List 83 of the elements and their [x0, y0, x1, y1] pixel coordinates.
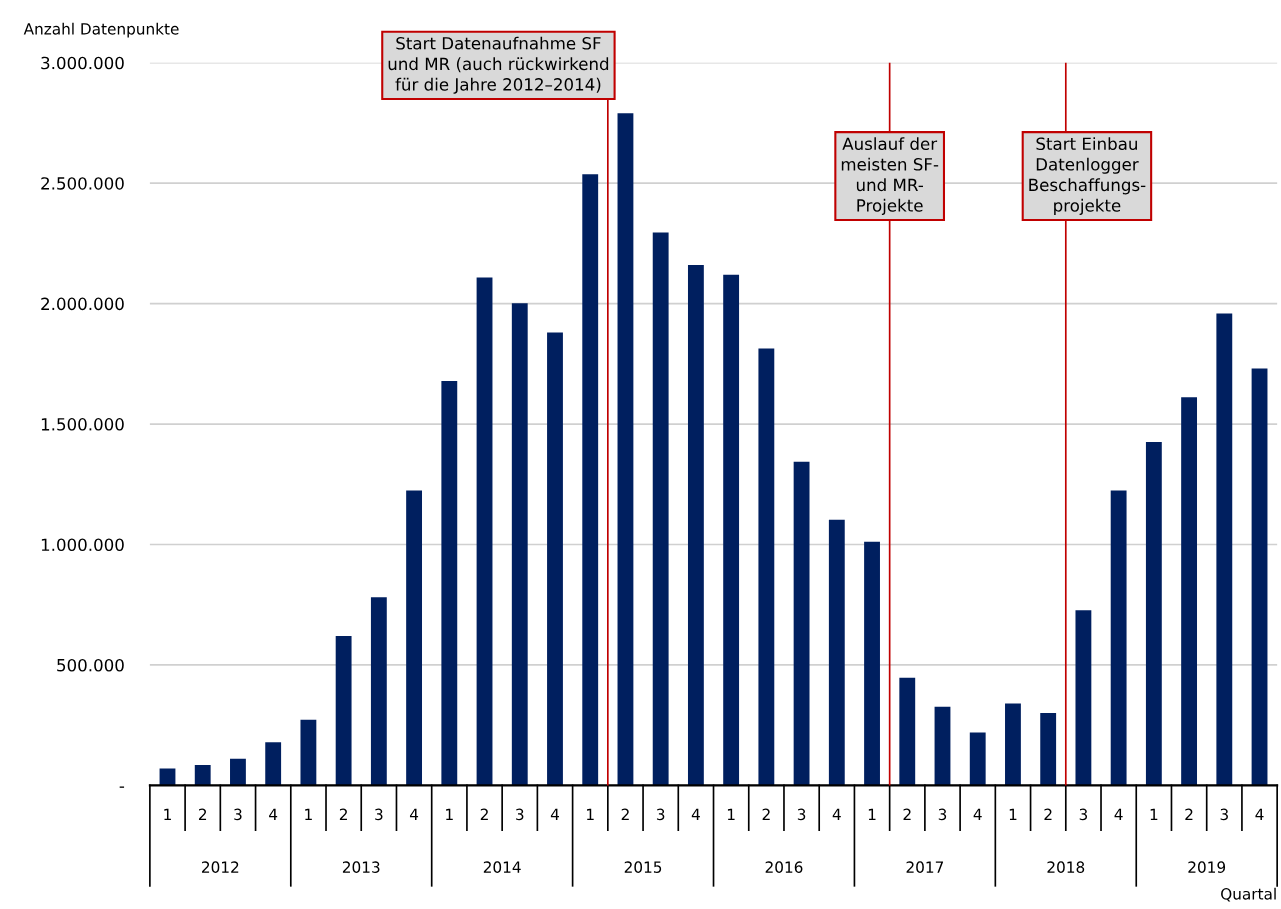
annotation: Start Einbau Datenlogger Beschaffungs- projekte — [1029, 137, 1146, 215]
bar — [758, 348, 775, 786]
x-tick-label: 1 — [727, 808, 735, 820]
bar — [230, 758, 246, 786]
x-tick-label: 3 — [234, 808, 242, 821]
x-tick-label: 3 — [938, 808, 947, 821]
x-tick-label: 3 — [656, 808, 665, 821]
bar — [1181, 397, 1198, 786]
annotation: Start Datenaufnahme SF und MR (auch rückwirkend für die Jahre 2012–2014) — [388, 36, 609, 94]
bar — [934, 706, 951, 786]
text: 2013 — [342, 861, 380, 873]
text: 2014 — [483, 861, 521, 873]
bar — [969, 732, 986, 786]
x-tick-label: 1 — [446, 808, 453, 820]
y-tick-label: 1.500.000 — [41, 418, 124, 431]
x-tick-label: 4 — [1114, 808, 1123, 820]
x-tick-label: 2 — [903, 808, 911, 820]
x-tick-label: 1 — [587, 808, 594, 820]
bar — [687, 265, 704, 786]
bar — [899, 677, 916, 786]
x-tick-label: 3 — [1220, 808, 1228, 821]
x-tick-label: 4 — [269, 808, 278, 820]
bar — [582, 174, 599, 786]
bar — [1145, 442, 1162, 786]
text: 2019 — [1188, 861, 1226, 873]
x-tick-label: 2 — [621, 808, 629, 820]
x-tick-label: 4 — [1255, 808, 1264, 820]
bar — [300, 719, 317, 786]
bar — [370, 597, 387, 786]
bar — [1075, 610, 1092, 786]
bar — [1110, 490, 1127, 786]
bar — [441, 380, 458, 786]
x-tick-label: 4 — [550, 808, 559, 820]
x-tick-label: 3 — [1079, 808, 1088, 821]
x-tick-label: 1 — [305, 808, 312, 820]
y-axis-title: Anzahl Datenpunkte — [23, 22, 179, 38]
annotation: Auslauf der meisten SF- und MR- Projekte — [841, 137, 939, 215]
x-tick-label: 1 — [164, 808, 171, 820]
text: 2018 — [1047, 861, 1085, 873]
x-tick-label: 3 — [375, 808, 383, 821]
y-tick-label: 2.000.000 — [41, 297, 124, 311]
bar — [1040, 713, 1057, 786]
y-tick-label: 2.500.000 — [41, 177, 124, 190]
x-axis-title: Quartal — [1221, 887, 1276, 902]
bar — [828, 519, 845, 786]
x-tick-label: 1 — [1009, 808, 1017, 820]
bar — [476, 277, 493, 786]
bar — [547, 332, 563, 786]
x-tick-label: 2 — [198, 808, 207, 820]
text: 2017 — [906, 861, 944, 873]
bar — [511, 303, 528, 786]
x-tick-label: 2 — [762, 808, 770, 820]
y-tick-label: 1.000.000 — [41, 538, 124, 552]
x-tick-label: 3 — [797, 808, 806, 821]
x-tick-label: 1 — [868, 808, 876, 820]
bar — [793, 461, 810, 786]
x-tick-label: 3 — [516, 808, 524, 821]
bar — [194, 764, 211, 786]
x-tick-label: 1 — [1150, 808, 1158, 820]
y-tick-label: - — [119, 786, 125, 788]
bar — [864, 541, 880, 786]
x-tick-label: 2 — [1044, 808, 1052, 820]
text: 2016 — [765, 861, 803, 873]
bar — [1216, 313, 1233, 786]
x-tick-label: 2 — [1185, 808, 1193, 820]
bar — [617, 113, 634, 786]
x-tick-label: 4 — [691, 808, 700, 820]
bar — [723, 274, 740, 786]
text: 2012 — [202, 861, 239, 873]
bar — [406, 490, 423, 786]
x-tick-label: 4 — [832, 808, 841, 820]
x-tick-label: 2 — [339, 808, 347, 820]
bar — [335, 636, 352, 786]
y-tick-label: 3.000.000 — [41, 56, 124, 70]
x-tick-label: 4 — [409, 808, 419, 820]
text: 2015 — [624, 861, 662, 873]
y-tick-label: 500.000 — [57, 658, 124, 672]
bar — [1005, 703, 1021, 786]
x-tick-label: 2 — [480, 808, 488, 820]
bar — [652, 232, 669, 786]
x-tick-label: 4 — [973, 808, 982, 820]
bar — [265, 742, 282, 786]
bar — [1251, 368, 1268, 786]
